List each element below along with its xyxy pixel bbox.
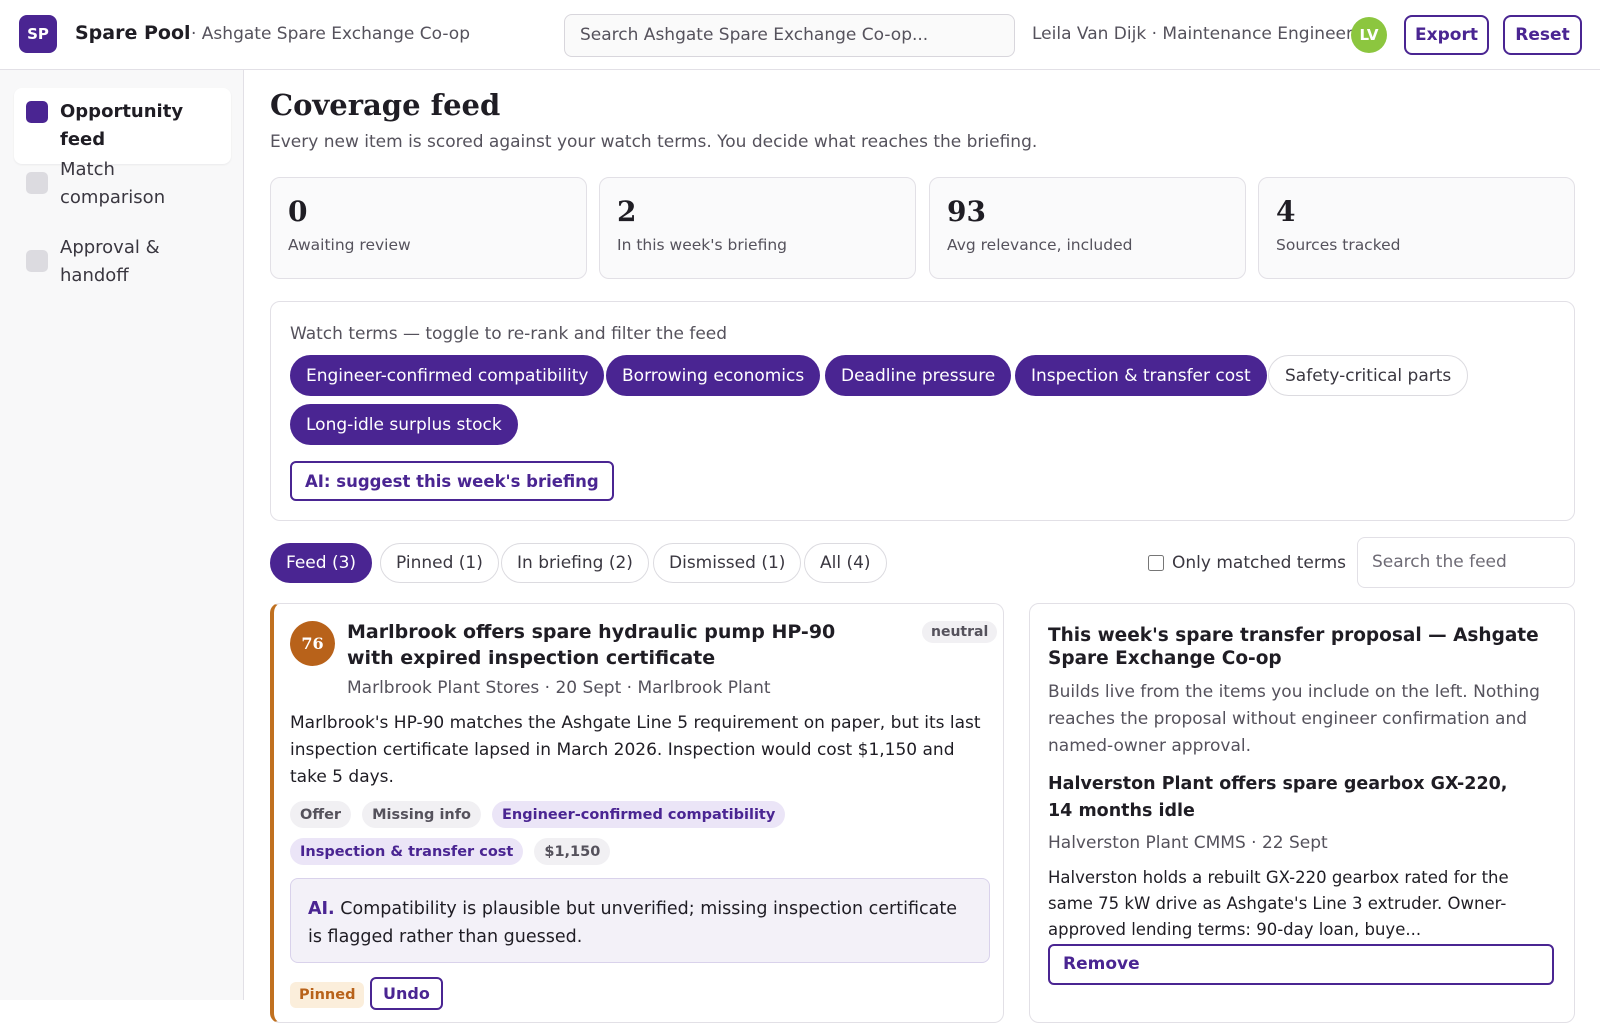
nav-label: Match comparison: [60, 159, 166, 208]
stat-label: Sources tracked: [1276, 236, 1401, 254]
tag: Missing info: [362, 801, 482, 828]
ai-text: Compatibility is plausible but unverifie…: [308, 899, 957, 947]
tag: $1,150: [534, 838, 611, 865]
tab[interactable]: Dismissed (1): [653, 543, 802, 583]
ai-note: AI. Compatibility is plausible but unver…: [290, 878, 990, 963]
matched-filter[interactable]: Only matched terms: [1148, 553, 1346, 573]
stat-value: 4: [1276, 195, 1296, 228]
stat-label: Awaiting review: [288, 236, 411, 254]
app-name: Spare Pool: [75, 22, 191, 44]
tag: Inspection & transfer cost: [290, 838, 524, 865]
status-badge: Pinned: [290, 982, 365, 1008]
ai-label: AI.: [308, 899, 335, 919]
remove-button[interactable]: Remove: [1048, 944, 1554, 985]
stat-card: 93 Avg relevance, included: [929, 177, 1246, 279]
stat-card: 4 Sources tracked: [1258, 177, 1575, 279]
nav-item[interactable]: Opportunity feed: [14, 88, 231, 164]
export-button[interactable]: Export: [1404, 15, 1489, 55]
nav-item[interactable]: Match comparison: [14, 146, 214, 222]
stat-label: Avg relevance, included: [947, 236, 1133, 254]
page-title: Coverage feed: [270, 88, 501, 122]
reset-button[interactable]: Reset: [1503, 15, 1582, 55]
tab[interactable]: Pinned (1): [380, 543, 499, 583]
logo: SP: [19, 15, 57, 53]
avatar[interactable]: LV: [1351, 17, 1387, 53]
item-body: Marlbrook's HP-90 matches the Ashgate Li…: [290, 713, 981, 787]
watch-heading: Watch terms — toggle to re-rank and filt…: [290, 324, 728, 344]
header: SP Spare Pool · Ashgate Spare Exchange C…: [0, 0, 1600, 70]
tag: Engineer-confirmed compatibility: [492, 801, 786, 828]
proposal-item-title: Halverston Plant offers spare gearbox GX…: [1048, 774, 1508, 821]
tag-list: Offer Missing info Engineer-confirmed co…: [290, 801, 990, 865]
global-search[interactable]: Search Ashgate Spare Exchange Co-op...: [564, 14, 1015, 57]
proposal-title: This week's spare transfer proposal — As…: [1048, 625, 1539, 669]
user-name: Leila Van Dijk · Maintenance Engineer: [1032, 24, 1353, 44]
proposal-item-body: Halverston holds a rebuilt GX-220 gearbo…: [1048, 868, 1509, 939]
checkbox[interactable]: [1148, 555, 1164, 571]
sidebar: Opportunity feed Match comparison Approv…: [0, 70, 244, 1000]
feed-item: 76 Marlbrook offers spare hydraulic pump…: [270, 603, 1004, 1023]
nav-item[interactable]: Approval & handoff: [14, 224, 204, 300]
term-chip[interactable]: Deadline pressure: [825, 355, 1012, 396]
proposal-description: Builds live from the items you include o…: [1048, 682, 1540, 756]
term-chip[interactable]: Borrowing economics: [606, 355, 821, 396]
org-name: · Ashgate Spare Exchange Co-op: [191, 24, 470, 44]
nav-label: Approval & handoff: [60, 237, 160, 286]
tab[interactable]: Feed (3): [270, 543, 373, 583]
stat-value: 2: [617, 195, 637, 228]
proposal-item-meta: Halverston Plant CMMS · 22 Sept: [1048, 833, 1328, 853]
stat-value: 93: [947, 195, 986, 228]
score-badge: 76: [290, 621, 335, 666]
checkbox-label: Only matched terms: [1172, 553, 1346, 573]
stat-value: 0: [288, 195, 308, 228]
tab[interactable]: In briefing (2): [501, 543, 649, 583]
sentiment-badge: neutral: [922, 621, 998, 643]
ai-suggest-button[interactable]: AI: suggest this week's briefing: [290, 461, 614, 501]
watch-terms-panel: Watch terms — toggle to re-rank and filt…: [270, 301, 1575, 521]
tag: Offer: [290, 801, 352, 828]
term-chip[interactable]: Long-idle surplus stock: [290, 404, 518, 445]
proposal-panel: This week's spare transfer proposal — As…: [1029, 603, 1575, 1023]
undo-button[interactable]: Undo: [370, 977, 443, 1010]
stat-card: 0 Awaiting review: [270, 177, 587, 279]
term-chip[interactable]: Safety-critical parts: [1268, 355, 1469, 396]
term-chip[interactable]: Engineer-confirmed compatibility: [290, 355, 605, 396]
feed-search[interactable]: Search the feed: [1357, 537, 1575, 588]
page-subtitle: Every new item is scored against your wa…: [270, 132, 1038, 152]
stat-card: 2 In this week's briefing: [599, 177, 916, 279]
term-chip[interactable]: Inspection & transfer cost: [1015, 355, 1267, 396]
nav-label: Opportunity feed: [60, 101, 184, 150]
item-title[interactable]: Marlbrook offers spare hydraulic pump HP…: [347, 621, 836, 669]
item-meta: Marlbrook Plant Stores · 20 Sept · Marlb…: [347, 678, 771, 698]
stat-label: In this week's briefing: [617, 236, 788, 254]
tab[interactable]: All (4): [804, 543, 887, 583]
